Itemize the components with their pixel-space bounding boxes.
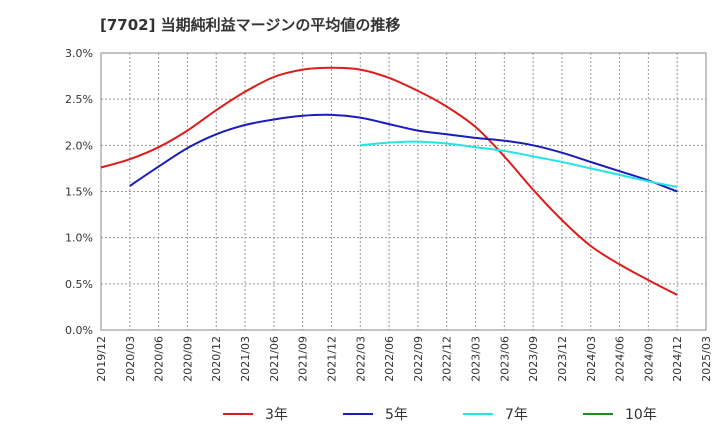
- y-tick-label: 2.0%: [65, 139, 93, 152]
- series-line-2: [360, 140, 678, 188]
- legend-label-0: 3年: [265, 407, 288, 423]
- y-tick-label: 1.0%: [65, 232, 93, 245]
- chart-legend: 3年 5年 7年 10年: [223, 407, 657, 423]
- y-tick-label: 0.5%: [65, 278, 93, 291]
- chart-grid: [100, 52, 707, 331]
- x-tick-label: 2023/06: [498, 336, 511, 382]
- legend-label-3: 10年: [625, 407, 657, 423]
- x-tick-label: 2020/12: [210, 336, 223, 382]
- plot-area-border: [100, 52, 707, 331]
- x-tick-label: 2024/06: [614, 336, 627, 382]
- y-tick-label: 3.0%: [65, 47, 93, 60]
- x-tick-label: 2024/03: [585, 336, 598, 382]
- x-tick-label: 2022/03: [354, 336, 367, 382]
- chart-title: [7702] 当期純利益マージンの平均値の推移: [100, 16, 401, 34]
- series-line-1: [129, 113, 678, 193]
- x-tick-label: 2021/09: [297, 336, 310, 382]
- x-tick-label: 2022/12: [441, 336, 454, 382]
- x-tick-label: 2023/09: [527, 336, 540, 382]
- y-tick-label: 2.5%: [65, 93, 93, 106]
- legend-label-2: 7年: [505, 407, 528, 423]
- x-tick-label: 2025/03: [700, 336, 713, 382]
- x-tick-label: 2021/12: [325, 336, 338, 382]
- x-tick-label: 2020/09: [181, 336, 194, 382]
- x-tick-label: 2020/06: [153, 336, 166, 382]
- x-axis: 2019/12 2020/03 2020/06 2020/09 2020/12 2021/…: [95, 336, 713, 382]
- x-tick-label: 2024/09: [642, 336, 655, 382]
- x-tick-label: 2021/03: [239, 336, 252, 382]
- series-line-0: [100, 66, 678, 296]
- x-tick-label: 2020/03: [124, 336, 137, 382]
- x-tick-label: 2021/06: [268, 336, 281, 382]
- y-axis: 0.0% 0.5% 1.0% 1.5% 2.0% 2.5% 3.0%: [65, 47, 93, 337]
- x-tick-label: 2019/12: [95, 336, 108, 382]
- x-tick-label: 2023/03: [470, 336, 483, 382]
- y-tick-label: 0.0%: [65, 324, 93, 337]
- y-tick-label: 1.5%: [65, 186, 93, 199]
- x-tick-label: 2024/12: [671, 336, 684, 382]
- x-tick-label: 2022/09: [412, 336, 425, 382]
- x-tick-label: 2022/06: [383, 336, 396, 382]
- x-tick-label: 2023/12: [556, 336, 569, 382]
- legend-label-1: 5年: [385, 407, 408, 423]
- series-lines: [100, 66, 678, 296]
